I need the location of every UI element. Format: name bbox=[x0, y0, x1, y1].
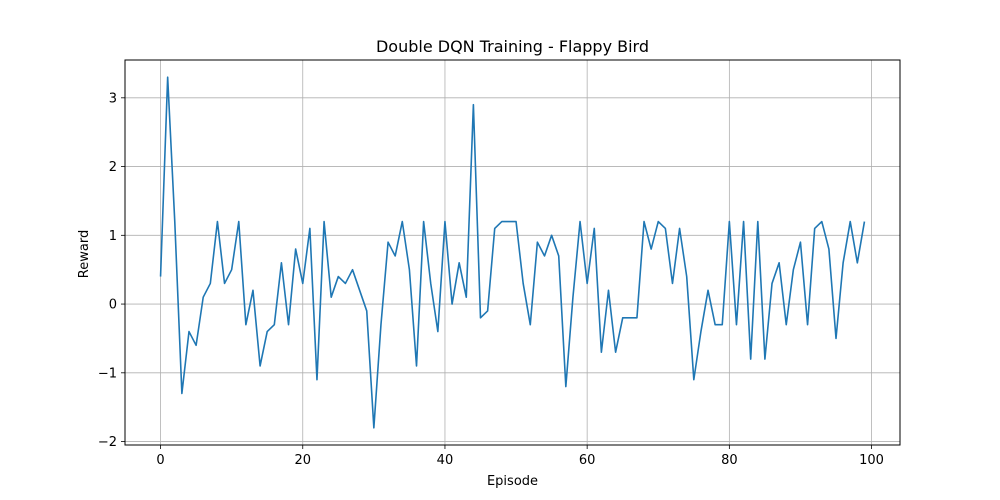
x-tick-label: 100 bbox=[859, 453, 884, 468]
y-tick-label: 1 bbox=[109, 229, 117, 244]
x-tick-label: 20 bbox=[294, 453, 311, 468]
series-layer bbox=[159, 76, 866, 429]
x-tick-label: 80 bbox=[721, 453, 738, 468]
x-tick-label: 40 bbox=[437, 453, 454, 468]
y-tick-label: −2 bbox=[98, 435, 117, 450]
chart-title: Double DQN Training - Flappy Bird bbox=[376, 37, 649, 56]
grid bbox=[125, 60, 900, 445]
y-tick-label: −1 bbox=[98, 366, 117, 381]
plot-area-frame bbox=[124, 59, 901, 446]
y-tick-label: 0 bbox=[109, 298, 117, 313]
x-axis-label: Episode bbox=[487, 474, 538, 489]
x-tick-label: 60 bbox=[579, 453, 596, 468]
x-tick-label: 0 bbox=[156, 453, 164, 468]
y-tick-label: 2 bbox=[109, 160, 117, 175]
ticks: 0 20 40 60 80 100 −2 −1 0 1 2 3 bbox=[98, 91, 884, 468]
y-axis-label: Reward bbox=[77, 230, 92, 278]
y-tick-label: 3 bbox=[109, 91, 117, 106]
reward-series-line bbox=[159, 76, 866, 429]
